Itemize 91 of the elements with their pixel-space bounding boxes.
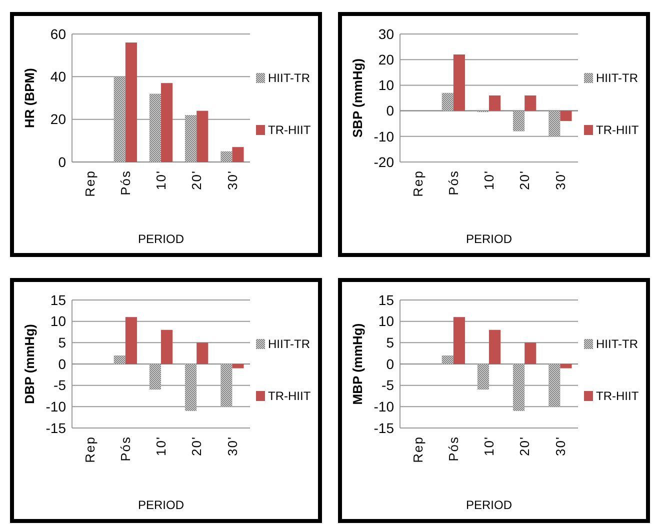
y-tick-label: 0 [58, 356, 66, 372]
bar [196, 110, 208, 162]
y-axis-title: MBP (mmHg) [350, 323, 365, 405]
y-tick-label: -10 [374, 128, 394, 144]
bar [489, 95, 501, 111]
y-tick-label: 15 [50, 292, 66, 308]
x-tick-label: Pós [118, 170, 133, 196]
bar [524, 342, 536, 364]
x-tick-label: 20' [189, 436, 204, 456]
y-axis-title: HR (BPM) [22, 68, 37, 128]
bar [232, 364, 244, 368]
bar [125, 317, 137, 364]
bar [489, 330, 501, 364]
bar [220, 364, 232, 407]
x-tick-label: Pós [446, 436, 461, 462]
y-tick-label: 60 [50, 26, 66, 42]
bar [161, 83, 173, 162]
x-tick-label: 30' [224, 170, 240, 190]
y-tick-label: 20 [378, 52, 394, 68]
y-axis-title: SBP (mmHg) [350, 58, 365, 138]
y-tick-label: -15 [46, 420, 66, 436]
bar [453, 54, 465, 111]
y-tick-label: -5 [382, 377, 394, 394]
bar [161, 330, 173, 364]
bar [114, 76, 126, 162]
bar [477, 364, 489, 390]
x-tick-label: Pós [118, 436, 133, 462]
legend-label: HIIT-TR [596, 337, 638, 352]
bar [513, 364, 525, 411]
bar [185, 115, 197, 162]
x-axis-title: PERIOD [466, 232, 512, 246]
x-tick-label: Rep [410, 436, 426, 463]
bar [513, 110, 525, 132]
x-tick-label: 20' [517, 170, 532, 190]
y-tick-label: 5 [58, 334, 66, 351]
bar [560, 364, 572, 368]
bar [442, 355, 454, 364]
x-tick-label: 10' [482, 170, 497, 190]
x-tick-label: 30' [552, 170, 568, 190]
bar [232, 147, 244, 162]
y-tick-label: -10 [374, 398, 394, 415]
bar [524, 95, 536, 111]
y-tick-label: -15 [374, 420, 394, 436]
x-tick-label: Rep [82, 436, 98, 463]
x-tick-label: 30' [552, 436, 568, 456]
x-tick-label: Rep [410, 170, 426, 197]
y-tick-label: -10 [46, 398, 66, 415]
x-tick-label: Pós [446, 170, 461, 196]
y-tick-label: 10 [378, 313, 394, 330]
x-tick-label: 10' [154, 436, 169, 456]
y-tick-label: 20 [50, 111, 66, 128]
bar [442, 92, 454, 111]
y-tick-label: 40 [50, 68, 66, 85]
y-tick-label: 10 [50, 313, 66, 330]
bar [149, 364, 161, 390]
bar [185, 364, 197, 411]
x-tick-label: 10' [154, 170, 169, 190]
bar [548, 110, 560, 136]
legend-label: TR-HIIT [268, 123, 312, 138]
x-tick-label: 10' [482, 436, 497, 456]
legend-label: HIIT-TR [268, 337, 310, 352]
x-tick-label: 20' [517, 436, 532, 456]
y-tick-label: -5 [54, 377, 66, 394]
bar [149, 94, 161, 162]
legend-label: TR-HIIT [596, 123, 640, 138]
bar [125, 42, 137, 162]
x-axis-title: PERIOD [466, 498, 512, 512]
bar [220, 151, 232, 162]
legend-label: HIIT-TR [596, 71, 638, 86]
y-tick-label: 5 [386, 334, 394, 351]
bar [548, 364, 560, 407]
x-tick-label: 30' [224, 436, 240, 456]
x-tick-label: Rep [82, 170, 98, 197]
bar [453, 317, 465, 364]
bar [114, 355, 126, 364]
bar [196, 342, 208, 364]
x-axis-title: PERIOD [138, 498, 184, 512]
x-tick-label: 20' [189, 170, 204, 190]
y-axis-title: DBP (mmHg) [22, 324, 37, 404]
legend-label: TR-HIIT [596, 389, 640, 404]
bar [560, 110, 572, 122]
y-tick-label: 0 [386, 356, 394, 372]
y-tick-label: 10 [378, 77, 394, 94]
x-axis-title: PERIOD [138, 232, 184, 246]
y-tick-label: 0 [58, 154, 66, 170]
y-tick-label: -20 [374, 154, 394, 170]
y-tick-label: 15 [378, 292, 394, 308]
legend-label: TR-HIIT [268, 389, 312, 404]
y-tick-label: 30 [378, 26, 394, 42]
legend-label: HIIT-TR [268, 71, 310, 86]
y-tick-label: 0 [386, 102, 394, 119]
